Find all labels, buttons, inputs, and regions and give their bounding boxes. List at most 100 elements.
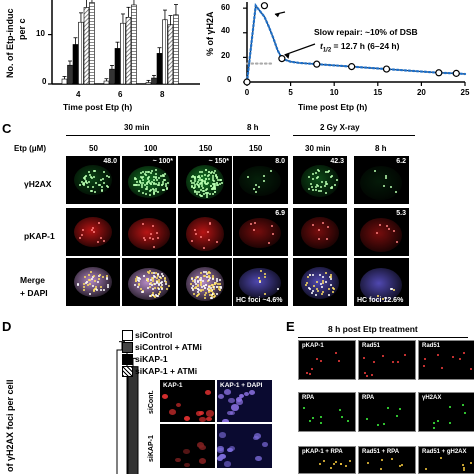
focus-dot [102, 288, 105, 291]
focus-dot [320, 422, 323, 425]
focus-dot [196, 280, 199, 283]
focus-dot [212, 284, 215, 287]
cell-nucleus [255, 455, 262, 461]
focus-dot [145, 278, 148, 281]
focus-dot [152, 176, 155, 179]
focus-dot [164, 278, 167, 281]
focus-dot [389, 287, 392, 290]
focus-dot [193, 180, 196, 183]
focus-dot [215, 182, 218, 184]
focus-dot [101, 178, 104, 181]
panel-a-bar-8-0 [145, 82, 152, 85]
focus-dot [200, 288, 203, 291]
focus-dot [206, 192, 209, 195]
focus-dot [216, 283, 219, 286]
focus-dot [82, 182, 85, 185]
focus-dot [324, 191, 327, 194]
cell-nucleus [219, 453, 226, 460]
panel-b-xtick-20: 20 [417, 88, 426, 97]
focus-dot [328, 293, 331, 296]
focus-dot [220, 287, 223, 290]
focus-dot [87, 274, 90, 277]
focus-dot [190, 287, 193, 290]
focus-dot [323, 185, 326, 188]
focus-dot [99, 273, 102, 276]
focus-dot [307, 175, 310, 178]
focus-dot [325, 182, 328, 185]
focus-dot [318, 189, 321, 192]
panel-b-xtick-10: 10 [330, 88, 339, 97]
focus-dot [143, 184, 146, 187]
focus-dot [154, 176, 157, 179]
focus-dot [82, 176, 85, 179]
focus-dot [311, 173, 314, 176]
focus-dot [92, 231, 95, 234]
focus-dot [96, 241, 99, 244]
focus-dot [322, 281, 325, 284]
panel-b-ytick-20: 20 [221, 51, 230, 60]
focus-dot [93, 274, 96, 277]
focus-dot [205, 187, 208, 190]
focus-dot [141, 179, 144, 182]
focus-dot [462, 468, 465, 471]
focus-dot [200, 272, 203, 275]
focus-dot [311, 368, 314, 371]
panel-a-bar-6-1 [109, 68, 115, 85]
cell-nucleus [224, 389, 232, 395]
focus-dot [308, 188, 311, 191]
focus-dot [212, 292, 215, 295]
focus-dot [157, 281, 160, 284]
focus-dot [157, 181, 160, 184]
pkap1-count-label: 5.3 [396, 210, 406, 217]
panel-c-row-merge: Merge [20, 275, 46, 285]
cell-nucleus [175, 403, 181, 408]
focus-dot [213, 295, 216, 298]
focus-dot [211, 187, 214, 190]
focus-dot [160, 277, 163, 280]
focus-dot [423, 365, 426, 368]
focus-dot [106, 175, 109, 178]
focus-dot [211, 179, 214, 182]
focus-dot [165, 185, 168, 188]
panel-b-ylabel: % of γH2A [205, 11, 215, 56]
focus-dot [193, 279, 196, 282]
panel-c-image-r2-c4 [293, 258, 347, 306]
focus-dot [157, 274, 160, 277]
focus-dot [260, 270, 263, 273]
cell-nucleus [183, 449, 190, 455]
focus-dot [85, 181, 88, 184]
focus-dot [92, 185, 95, 188]
focus-dot [381, 297, 384, 300]
nucleus [360, 268, 402, 302]
focus-dot [84, 275, 87, 278]
focus-dot [97, 184, 100, 187]
focus-dot [191, 277, 194, 280]
focus-dot [384, 297, 387, 300]
panel-a-bar-6-0 [103, 80, 110, 85]
cell-nucleus [206, 410, 214, 417]
focus-dot [330, 186, 333, 189]
cell-nucleus [184, 415, 191, 421]
focus-dot [437, 419, 440, 422]
focus-dot [321, 180, 324, 183]
focus-dot [164, 276, 167, 279]
focus-dot [379, 224, 382, 227]
focus-dot [330, 274, 333, 277]
focus-dot [257, 186, 260, 189]
focus-dot [89, 283, 92, 286]
panel-c-row-pkap1: pKAP-1 [24, 231, 55, 241]
focus-dot [307, 286, 310, 289]
focus-dot [396, 414, 399, 417]
focus-dot [200, 290, 203, 293]
panel-c-etp-150: 150 [199, 144, 213, 153]
focus-dot [208, 272, 211, 275]
focus-dot [98, 277, 101, 280]
focus-dot [205, 188, 208, 191]
panel-e-image-r1-c2: γH2AX [418, 392, 474, 432]
focus-dot [143, 239, 146, 242]
focus-dot [154, 187, 157, 190]
focus-dot [136, 277, 139, 280]
focus-dot [88, 181, 91, 184]
focus-dot [424, 468, 427, 471]
focus-dot [315, 293, 318, 296]
